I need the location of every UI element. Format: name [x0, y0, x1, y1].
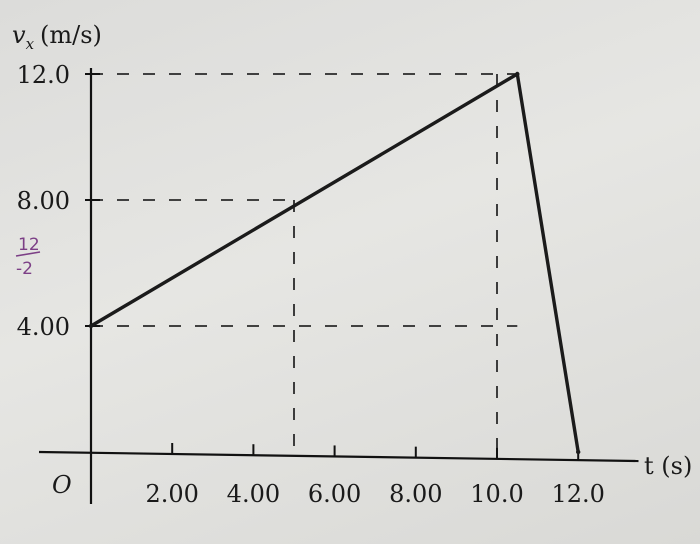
y-axis-label-symbol: v — [12, 21, 26, 49]
x-tick-label: 10.0 — [470, 480, 523, 508]
ticks: 2.00 4.00 6.00 8.00 10.0 12.0 4.00 8.00 12.0 — [17, 61, 605, 508]
x-axis — [38, 450, 639, 463]
x-tick-label: 6.00 — [308, 480, 361, 508]
annotation-fraction-bar — [15, 251, 41, 257]
y-axis-label-unit: (m/s) — [40, 21, 102, 49]
annotation-numerator: 12 — [18, 235, 40, 255]
y-axis-label-subscript: x — [26, 35, 35, 53]
series — [88, 71, 581, 455]
x-tick-label: 8.00 — [389, 480, 442, 508]
x-tick-label: 4.00 — [227, 480, 280, 508]
x-tick-label: 2.00 — [145, 480, 198, 508]
origin-label: O — [52, 471, 72, 499]
series-line — [90, 72, 580, 453]
handwritten-annotation: 12 -2 — [15, 235, 41, 279]
x-axis-label: t (s) — [644, 452, 692, 480]
series-point — [576, 449, 581, 455]
y-axis-label: vx (m/s) — [12, 21, 102, 53]
series-point — [515, 71, 520, 77]
svg-text:vx(m/s): vx (m/s) — [12, 21, 102, 53]
y-tick-label: 12.0 — [17, 61, 70, 89]
annotation-denominator: -2 — [16, 259, 33, 279]
guide-lines — [91, 73, 518, 452]
axes — [38, 68, 639, 504]
series-point — [88, 323, 94, 329]
x-tick-label: 12.0 — [551, 480, 604, 508]
y-tick-label: 4.00 — [17, 313, 70, 341]
y-tick-label: 8.00 — [17, 187, 70, 215]
